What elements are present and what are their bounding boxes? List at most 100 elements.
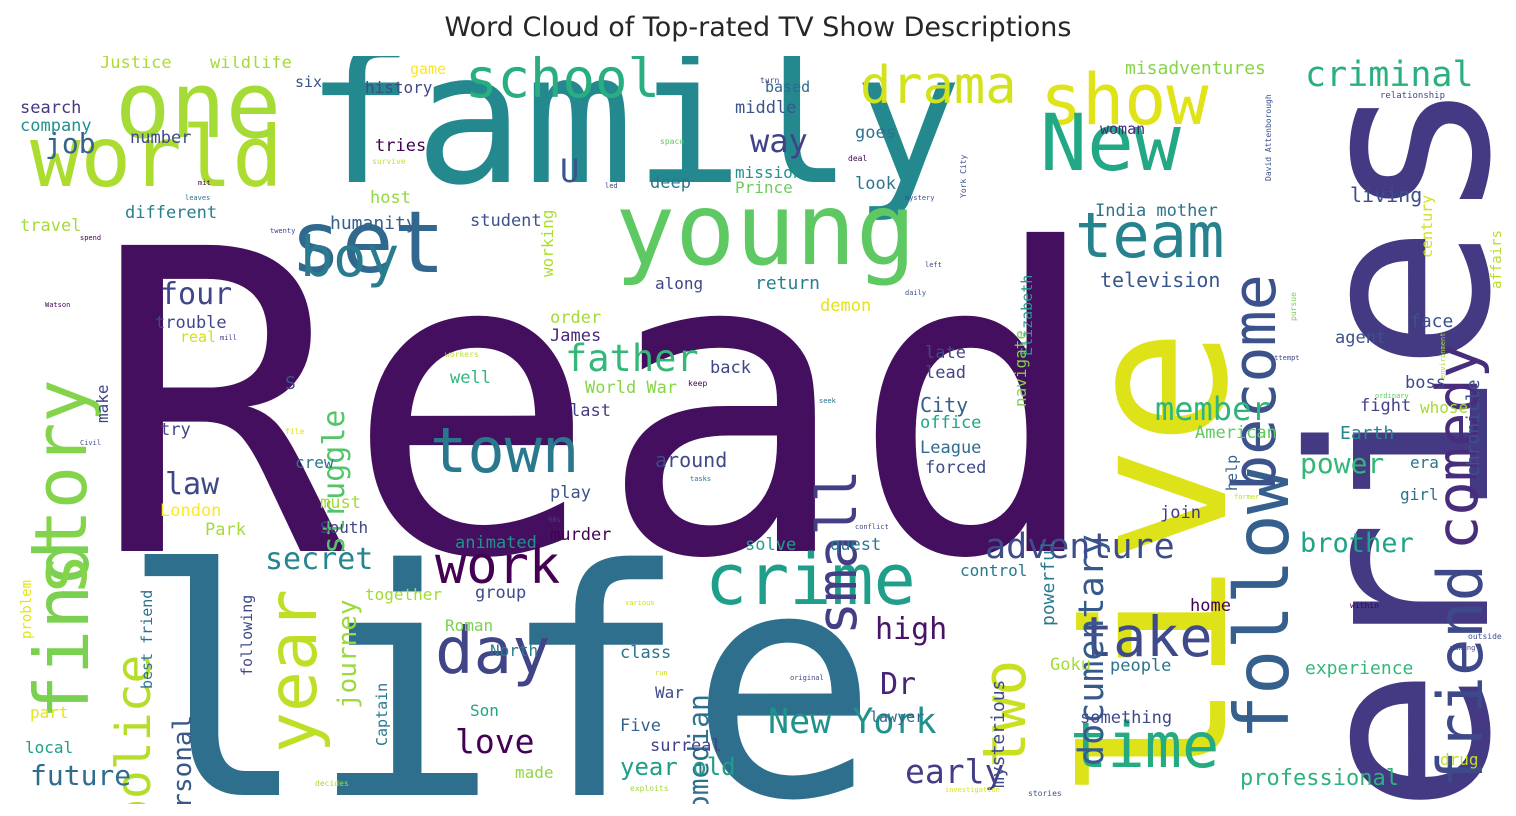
cloud-word: year old xyxy=(620,753,736,781)
cloud-word: television xyxy=(1100,268,1221,292)
cloud-word: following xyxy=(238,594,256,676)
cloud-word: criminal xyxy=(1305,56,1474,95)
cloud-word: former xyxy=(1234,493,1260,501)
cloud-word: agent xyxy=(1335,328,1387,348)
cloud-word: navigate xyxy=(1011,329,1030,407)
cloud-word: number xyxy=(130,128,192,148)
cloud-word: time xyxy=(1070,709,1220,782)
cloud-word: look xyxy=(855,174,896,194)
cloud-word: personal xyxy=(168,714,198,804)
cloud-word: documentary xyxy=(1072,534,1112,766)
cloud-word: seek xyxy=(819,397,836,405)
cloud-word: fight xyxy=(1360,396,1412,416)
cloud-word: pursue xyxy=(1289,291,1298,321)
cloud-word: woman xyxy=(1100,120,1146,138)
cloud-word: survive xyxy=(372,157,406,166)
cloud-word: back xyxy=(710,358,751,378)
cloud-word: set xyxy=(290,193,446,293)
cloud-word: father xyxy=(565,337,699,380)
cloud-word: order xyxy=(550,308,602,328)
cloud-word: American xyxy=(1195,423,1277,443)
cloud-word: girl xyxy=(1400,485,1439,504)
cloud-word: London xyxy=(160,501,222,521)
cloud-word: love xyxy=(455,722,535,761)
cloud-word: workers xyxy=(445,350,479,359)
cloud-word: India mother xyxy=(1095,201,1218,221)
cloud-word: search xyxy=(20,98,82,118)
cloud-word: must xyxy=(320,493,361,513)
cloud-word: young xyxy=(615,171,917,288)
cloud-word: Prince xyxy=(735,178,793,197)
cloud-word: Roman xyxy=(445,616,494,635)
cloud-word: New York xyxy=(768,702,937,742)
cloud-word: Justice xyxy=(100,56,172,73)
cloud-word: take xyxy=(1080,605,1213,669)
cloud-word: experience xyxy=(1305,658,1414,679)
cloud-word: keep xyxy=(688,379,708,388)
cloud-word: join xyxy=(1160,503,1201,523)
cloud-word: mysterious xyxy=(988,679,1009,788)
cloud-word: twenty xyxy=(270,227,296,235)
cloud-word: trouble xyxy=(155,313,227,333)
cloud-word: mill xyxy=(220,334,237,342)
cloud-word: lawyer xyxy=(870,708,925,726)
cloud-word: Park xyxy=(205,520,246,540)
cloud-word: member xyxy=(1155,390,1271,428)
word-cloud: Readlifefamilyseriesliveworldyoungoneset… xyxy=(16,56,1502,804)
cloud-word: made xyxy=(515,763,554,782)
cloud-word: journey xyxy=(333,599,363,710)
cloud-word: making xyxy=(1450,644,1476,652)
cloud-word: North xyxy=(490,641,539,660)
cloud-word: different xyxy=(125,203,218,223)
cloud-word: investigation xyxy=(945,786,1000,794)
cloud-word: attempt xyxy=(1270,354,1300,362)
cloud-word: middle xyxy=(735,98,797,118)
cloud-word: something xyxy=(1080,708,1173,728)
cloud-word: help xyxy=(1223,454,1241,491)
cloud-word: history xyxy=(365,78,433,97)
cloud-word: City xyxy=(920,393,969,417)
cloud-word: various xyxy=(625,599,655,607)
cloud-word: boss xyxy=(1405,373,1446,393)
cloud-word: power xyxy=(1300,447,1385,480)
cloud-word: solve xyxy=(745,535,797,555)
cloud-word: people xyxy=(1110,656,1172,676)
cloud-word: tasks xyxy=(690,475,712,483)
cloud-word: led xyxy=(605,182,618,190)
cloud-word: six xyxy=(295,73,323,91)
cloud-word: goes xyxy=(855,123,896,143)
cloud-word: working xyxy=(538,209,557,278)
cloud-word: surreal xyxy=(650,736,722,756)
cloud-word: leaves xyxy=(185,194,211,202)
cloud-word: crew xyxy=(295,453,334,472)
cloud-word: within xyxy=(1350,601,1379,610)
cloud-word: company xyxy=(20,116,92,136)
cloud-word: play xyxy=(550,483,591,503)
cloud-word: conflict xyxy=(855,523,889,531)
cloud-word: home xyxy=(1190,596,1231,616)
cloud-word: powerful xyxy=(1038,539,1059,627)
cloud-word: deal xyxy=(848,154,868,163)
cloud-word: team xyxy=(1075,199,1225,272)
cloud-word: problem xyxy=(19,579,35,639)
cloud-word: South xyxy=(320,518,369,537)
cloud-word: best friend xyxy=(138,589,156,689)
cloud-word: spend xyxy=(80,234,102,242)
cloud-word: era xyxy=(1410,453,1439,472)
cloud-word: ordinary xyxy=(1375,392,1409,400)
cloud-word: Watson xyxy=(45,301,71,309)
cloud-word: boy xyxy=(300,225,400,289)
cloud-word: file xyxy=(285,427,305,436)
cloud-word: control xyxy=(960,561,1028,580)
cloud-word: work xyxy=(435,536,561,596)
cloud-word: Earth xyxy=(1340,423,1395,444)
cloud-word: host xyxy=(370,188,411,208)
chart-title: Word Cloud of Top-rated TV Show Descript… xyxy=(444,12,1072,43)
cloud-word: animated xyxy=(455,533,537,553)
cloud-word: drug xyxy=(1440,750,1479,769)
cloud-word: murder xyxy=(550,525,612,545)
cloud-word: original xyxy=(790,674,824,682)
cloud-word: Goku xyxy=(1050,655,1091,675)
cloud-word: Captain xyxy=(373,682,391,746)
cloud-word: one xyxy=(115,56,282,159)
